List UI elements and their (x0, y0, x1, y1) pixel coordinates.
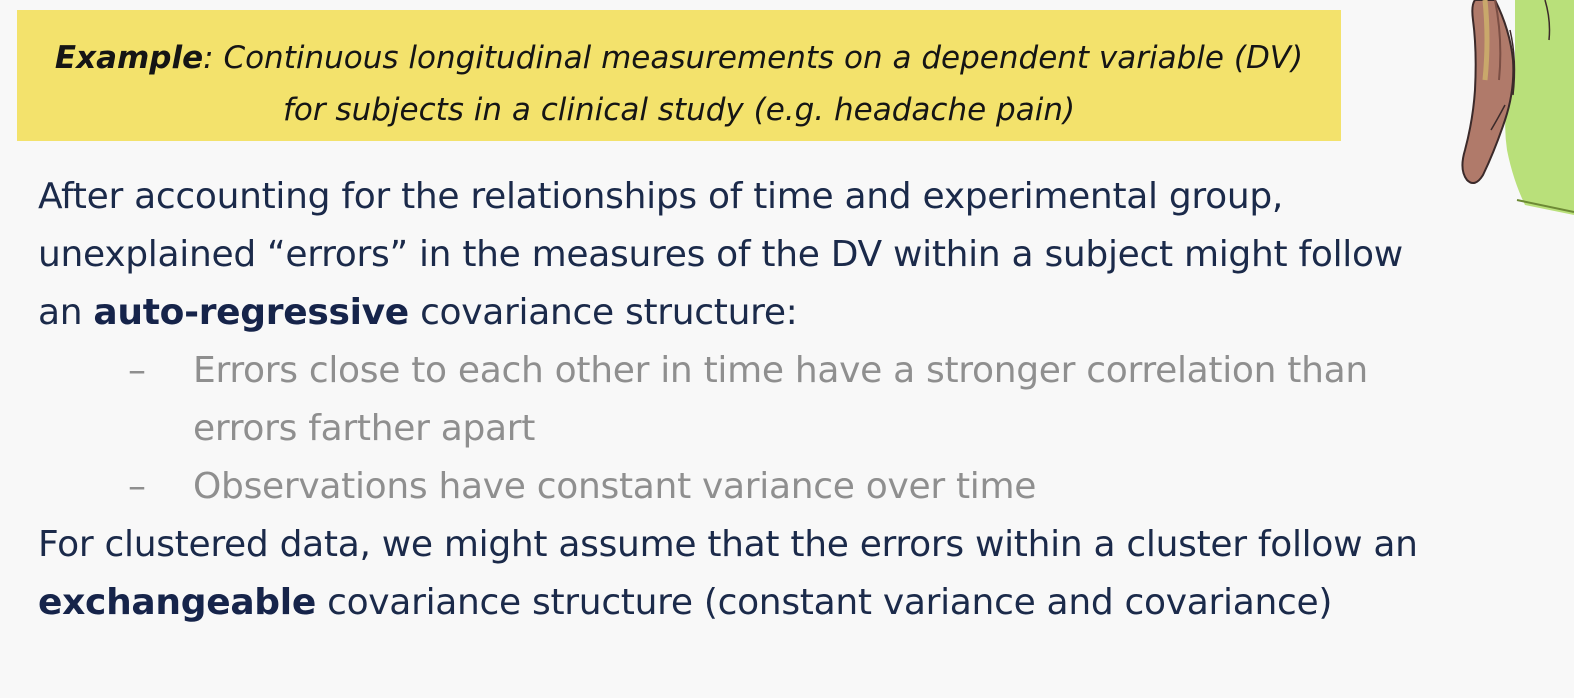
autoregressive-term: auto-regressive (93, 292, 409, 333)
example-text-1: Continuous longitudinal measurements on … (223, 40, 1304, 76)
example-label: Example (54, 40, 204, 76)
paragraph-2-end: covariance structure (constant variance … (315, 582, 1333, 623)
example-text-2: for subjects in a clinical study (e.g. h… (282, 92, 1076, 128)
bullet-dash: – (128, 466, 146, 507)
paragraph-2-text: For clustered data, we might assume that… (38, 524, 1418, 565)
bullet-list: – Errors close to each other in time have… (38, 342, 1558, 516)
paragraph-1-text: After accounting for the relationships o… (38, 176, 1403, 333)
paragraph-1-end: covariance structure: (408, 292, 798, 333)
paragraph-autoregressive: After accounting for the relationships o… (38, 168, 1408, 342)
cartoon-person-icon (1461, 0, 1574, 215)
example-line-1: Example: Continuous longitudinal measure… (17, 32, 1341, 84)
bullet-text: Errors close to each other in time have … (193, 350, 1368, 449)
paragraph-exchangeable: For clustered data, we might assume that… (38, 516, 1558, 632)
exchangeable-term: exchangeable (38, 582, 316, 623)
bullet-dash: – (128, 350, 146, 391)
bullet-item: – Observations have constant variance ove… (38, 458, 1483, 516)
example-box: Example: Continuous longitudinal measure… (17, 10, 1341, 141)
example-separator: : (203, 40, 224, 76)
bullet-text: Observations have constant variance over… (193, 466, 1037, 507)
main-content: After accounting for the relationships o… (38, 168, 1558, 632)
bullet-item: – Errors close to each other in time have… (38, 342, 1483, 458)
